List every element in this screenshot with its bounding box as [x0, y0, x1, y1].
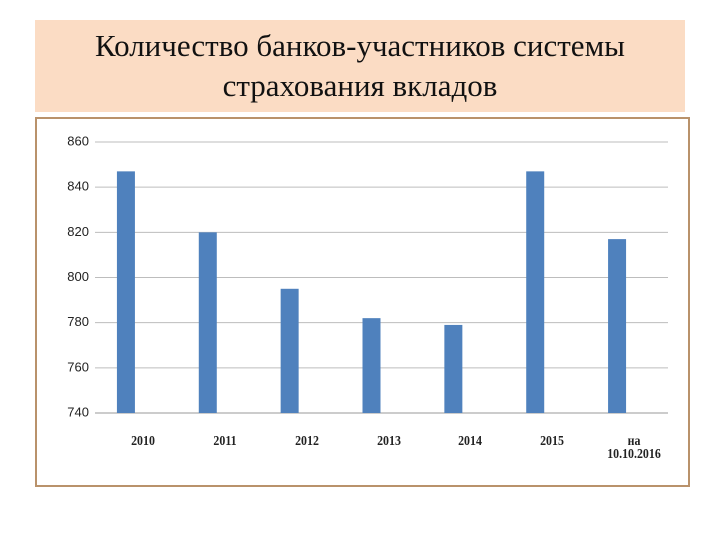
x-tick-label: 2012 [294, 434, 319, 449]
y-tick-label: 860 [67, 133, 89, 148]
bar [526, 171, 545, 413]
x-tick-label: 2010 [131, 434, 155, 449]
bar [362, 318, 381, 413]
y-tick-label: 820 [67, 224, 89, 239]
x-tick-label: 2014 [458, 434, 483, 449]
x-tick-label: 2013 [376, 434, 401, 449]
y-tick-label: 740 [67, 404, 89, 419]
slide-title: Количество банков-участников системы стр… [35, 20, 685, 112]
bar [608, 239, 627, 413]
y-tick-label: 800 [67, 269, 89, 284]
bar [116, 171, 135, 413]
chart-frame [35, 117, 690, 487]
y-tick-label: 760 [67, 359, 89, 374]
bar [280, 288, 299, 413]
bar [198, 232, 217, 413]
y-tick-label: 780 [67, 314, 89, 329]
x-tick-label: 2011 [213, 434, 237, 449]
bar [444, 324, 463, 413]
x-tick-label: на 10.10.2016 [607, 434, 661, 462]
x-tick-label: 2015 [540, 434, 565, 449]
y-tick-label: 840 [67, 179, 89, 194]
